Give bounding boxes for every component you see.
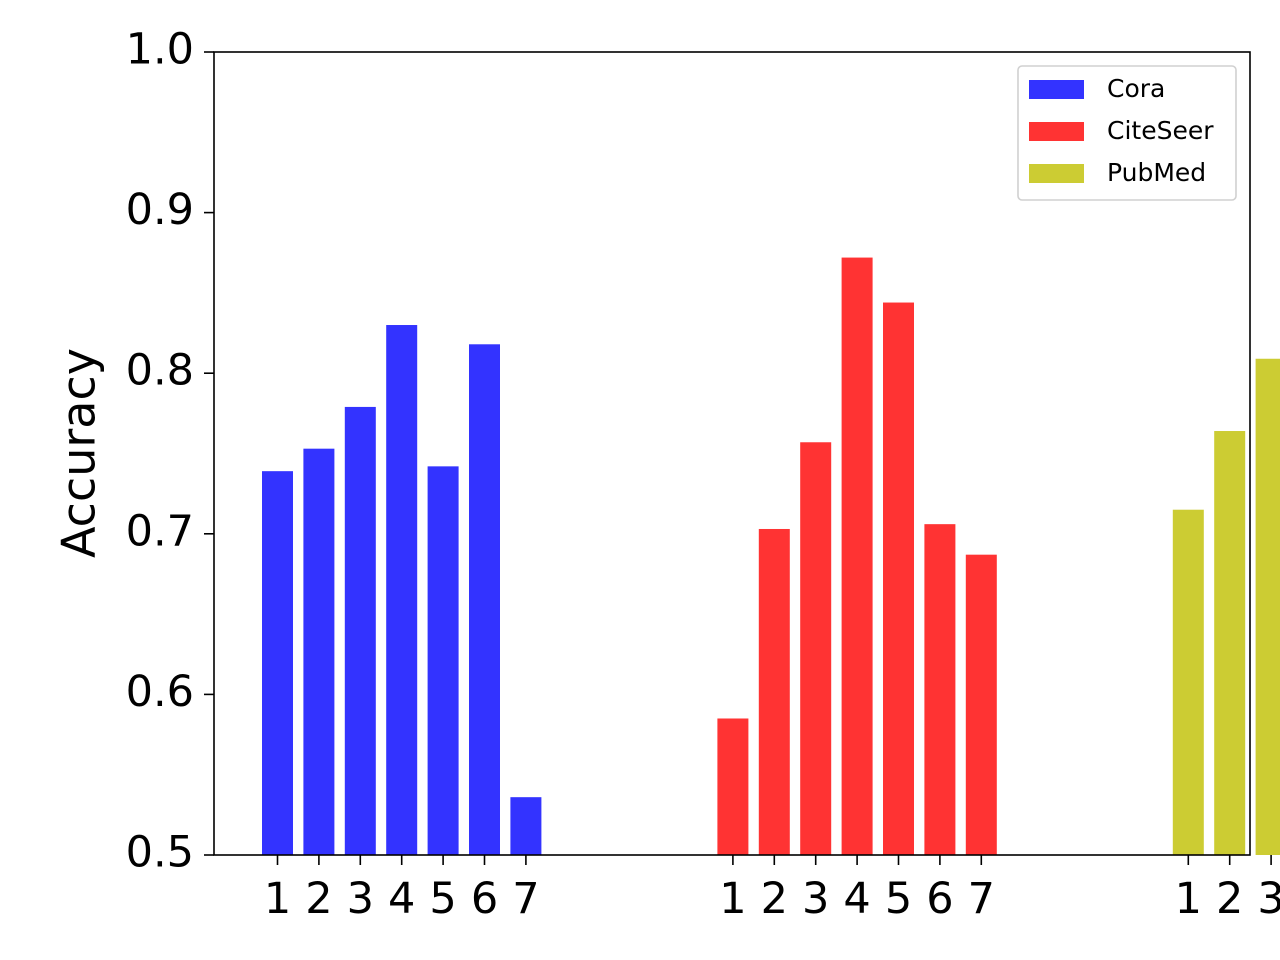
y-axis: 0.5 0.6 0.7 0.8 0.9 1.0 [126,25,214,878]
bars-layer [262,257,1280,855]
y-tick-label: 0.9 [126,185,194,235]
bar-citeseer-2 [758,528,790,855]
bar-cora-5 [427,466,459,855]
legend-label-pubmed: PubMed [1107,158,1206,187]
bar-citeseer-7 [965,554,997,855]
x-tick-label: 3 [1257,874,1280,924]
legend-label-cora: Cora [1107,74,1165,103]
bar-citeseer-6 [924,524,956,855]
x-tick-label: 1 [719,874,746,924]
x-tick-label: 2 [1216,874,1243,924]
x-tick-label: 1 [1175,874,1202,924]
y-tick-label: 0.6 [126,667,194,717]
bar-cora-6 [469,344,500,855]
y-tick-label: 0.8 [126,346,194,396]
bar-cora-1 [262,471,293,855]
x-tick-label: 4 [388,874,415,924]
bar-pubmed-1 [1172,509,1204,855]
y-axis-label: Accuracy [52,348,106,558]
legend: Cora CiteSeer PubMed [1017,65,1237,201]
plot-frame [213,51,1251,856]
x-axis: 123456712345671234567 [264,855,1280,924]
legend-swatch-cora [1029,80,1084,99]
legend-label-citeseer: CiteSeer [1107,116,1214,145]
x-tick-label: 2 [761,874,788,924]
x-tick-label: 1 [264,874,291,924]
x-tick-label: 3 [347,874,374,924]
x-tick-label: 2 [305,874,332,924]
bar-cora-2 [303,448,335,855]
bar-cora-7 [510,797,542,855]
x-tick-label: 3 [802,874,829,924]
bar-cora-3 [344,406,376,855]
bar-cora-4 [386,325,418,855]
legend-swatch-pubmed [1029,164,1084,183]
bar-pubmed-2 [1214,431,1246,855]
x-tick-label: 5 [885,874,912,924]
y-tick-label: 0.5 [126,828,194,878]
x-tick-label: 6 [471,874,498,924]
x-tick-label: 5 [429,874,456,924]
bar-pubmed-3 [1255,358,1280,855]
bar-citeseer-5 [883,302,914,855]
bar-citeseer-1 [717,718,749,855]
bar-citeseer-4 [841,257,873,855]
bar-citeseer-3 [800,442,832,855]
x-tick-label: 7 [968,874,995,924]
y-tick-label: 0.7 [126,506,194,556]
x-tick-label: 6 [926,874,953,924]
y-tick-label: 1.0 [126,25,194,75]
legend-swatch-citeseer [1029,122,1084,141]
x-tick-label: 7 [512,874,539,924]
x-tick-label: 4 [843,874,870,924]
